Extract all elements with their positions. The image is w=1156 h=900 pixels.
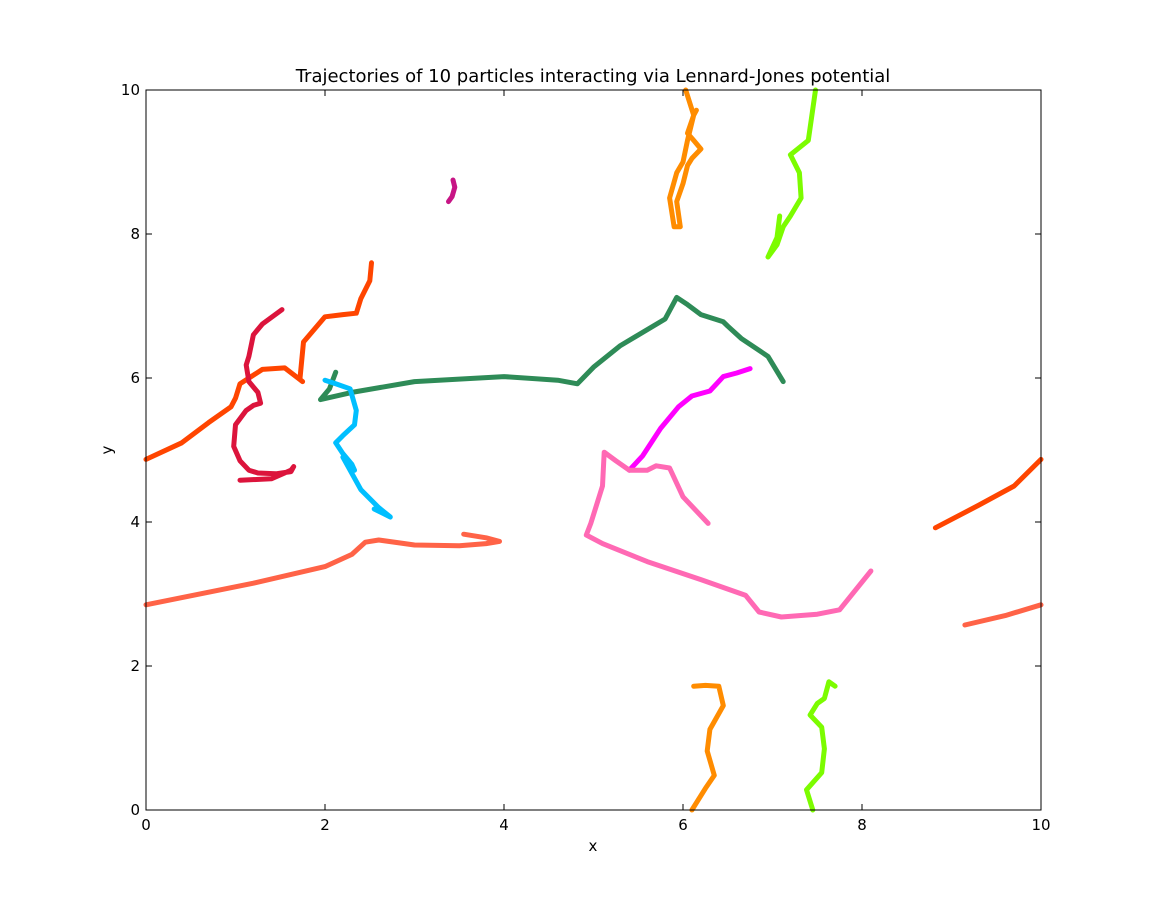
y-tick-label-4: 4 (130, 513, 140, 531)
trajectory-line-1-segment-2 (932, 456, 1044, 531)
y-axis-label: y (98, 445, 116, 454)
y-tick-label-0: 0 (130, 801, 140, 819)
trajectory-line-2-segment-1 (231, 307, 297, 483)
trajectory-line-9-segment-1 (689, 682, 726, 813)
y-tick-label-10: 10 (121, 81, 140, 99)
trajectory-line-10-segment-1 (804, 679, 838, 813)
y-tick-label-8: 8 (130, 225, 140, 243)
x-tick-label-2: 2 (320, 816, 330, 834)
trajectory-line-5-segment-1 (322, 377, 393, 520)
x-tick-label-0: 0 (141, 816, 151, 834)
x-tick-label-6: 6 (678, 816, 688, 834)
x-tick-label-8: 8 (857, 816, 867, 834)
plot-frame (145, 89, 1042, 811)
trajectory-line-7-segment-1 (583, 449, 874, 620)
trajectory-line-8-segment-1 (143, 531, 502, 608)
x-axis-ticks: 0 2 4 6 8 10 (141, 90, 1051, 834)
chart-title: Trajectories of 10 particles interacting… (295, 66, 891, 87)
trajectory-line-10-segment-2 (765, 87, 818, 260)
y-axis-ticks: 0 2 4 6 8 10 (121, 81, 1041, 819)
trajectory-line-1-segment-1 (143, 260, 374, 462)
y-tick-label-2: 2 (130, 657, 140, 675)
trajectory-line-8-segment-2 (962, 602, 1044, 628)
x-tick-label-4: 4 (499, 816, 509, 834)
x-tick-label-10: 10 (1031, 816, 1050, 834)
x-axis-label: x (589, 837, 598, 855)
y-tick-label-6: 6 (130, 369, 140, 387)
trajectory-line-9-segment-2 (667, 87, 704, 230)
trajectory-line-3-segment-1 (446, 177, 458, 205)
trajectory-line-6-segment-1 (626, 366, 753, 473)
plot-lines (143, 87, 1044, 813)
